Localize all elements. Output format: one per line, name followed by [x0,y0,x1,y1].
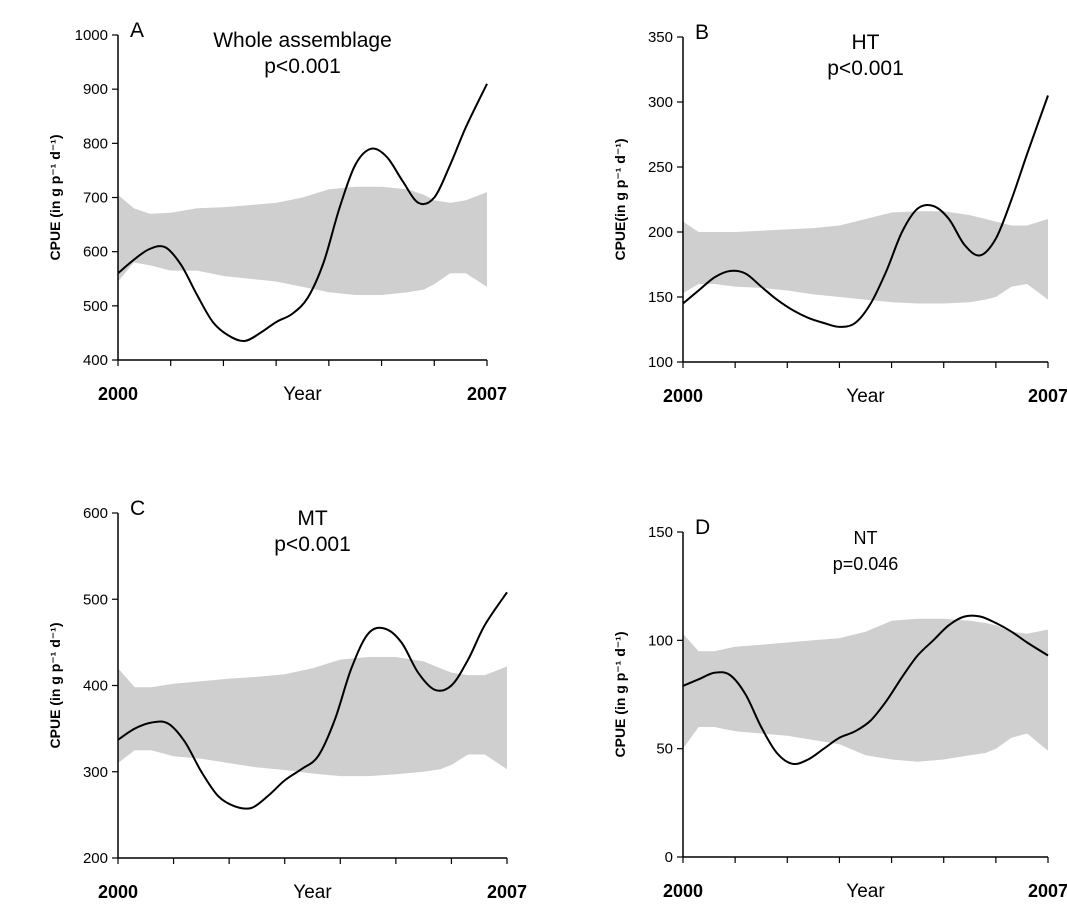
y-axis-label: CPUE(in g p⁻¹ d⁻¹) [612,138,628,260]
y-tick-label: 200 [83,850,108,867]
x-tick-label: 2007 [467,384,507,404]
panel-b: 100 150 200 250 300 350 2000 2007 Year CPUE(in g … [612,21,1067,407]
y-tick-label: 300 [648,94,673,111]
x-tick-label: 2007 [1028,386,1067,406]
y-tick-label: 150 [648,289,673,306]
x-tick-label: 2000 [663,386,703,406]
y-tick-label: 400 [83,678,108,695]
confidence-band [683,618,1048,762]
y-axis-label: CPUE (in g p⁻¹ d⁻¹) [47,135,63,261]
y-axis-label: CPUE (in g p⁻¹ d⁻¹) [47,623,63,749]
chart-title: MT [297,507,327,530]
trend-line [682,614,1049,766]
x-axis-label: Year [846,881,885,902]
x-axis-label: Year [283,384,322,405]
y-tick-label: 500 [83,591,108,608]
chart-title: NT [854,528,878,548]
confidence-band [683,211,1048,304]
y-tick-label: 50 [656,741,673,758]
y-tick-label: 100 [648,354,673,371]
chart-subtitle: p=0.046 [833,554,899,574]
trend-line [682,95,1049,328]
x-tick-label: 2000 [98,384,138,404]
x-tick-label: 2007 [487,882,527,902]
confidence-band [118,657,507,777]
x-tick-label: 2000 [98,882,138,902]
y-tick-label: 600 [83,244,108,261]
trend-line [117,591,508,810]
y-tick-label: 150 [648,524,673,541]
chart-subtitle: p<0.001 [264,55,341,78]
panel-letter: D [695,516,710,539]
y-tick-label: 200 [648,224,673,241]
x-axis-label: Year [293,882,332,903]
chart-subtitle: p<0.001 [827,57,904,80]
y-tick-label: 300 [83,764,108,781]
y-tick-label: 100 [648,632,673,649]
confidence-band [118,186,487,295]
x-tick-label: 2007 [1028,881,1067,901]
x-tick-label: 2000 [663,881,703,901]
y-tick-label: 900 [83,81,108,98]
chart-subtitle: p<0.001 [274,533,351,556]
y-tick-label: 600 [83,505,108,522]
panel-d: 0 50 100 150 2000 2007 Year CPUE (in g p⁻¹ d⁻¹)… [612,516,1067,902]
panel-c: 200 300 400 500 600 2000 2007 Year CPUE (in g p⁻… [47,497,527,903]
panel-letter: B [695,21,709,44]
panel-a: 400 500 600 700 800 900 1000 2000 2007 Year CPUE (… [47,19,507,405]
trend-line [117,83,488,343]
x-axis-label: Year [846,386,885,407]
y-tick-label: 400 [83,352,108,369]
chart-title: Whole assemblage [213,29,392,52]
chart-title: HT [852,31,880,54]
y-axis-label: CPUE (in g p⁻¹ d⁻¹) [612,632,628,758]
y-tick-label: 700 [83,190,108,207]
y-tick-label: 500 [83,298,108,315]
y-tick-label: 250 [648,159,673,176]
y-tick-label: 800 [83,135,108,152]
y-tick-label: 0 [665,849,673,866]
panel-letter: A [130,19,144,42]
y-tick-label: 350 [648,29,673,46]
y-tick-label: 1000 [75,27,108,44]
panel-letter: C [130,497,145,520]
